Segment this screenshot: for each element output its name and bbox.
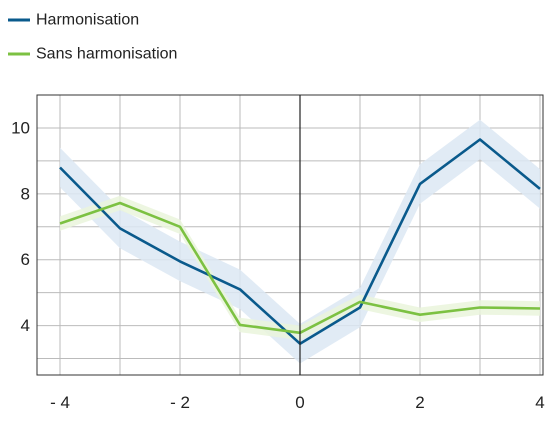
y-tick-label: 10 — [11, 118, 30, 137]
x-tick-label: 2 — [415, 393, 424, 412]
x-tick-label: - 4 — [50, 393, 70, 412]
series-band-1 — [60, 195, 540, 341]
legend-label-1: Sans harmonisation — [36, 46, 177, 63]
tick-labels: - 4 - 2 0 2 4 4 6 8 10 — [11, 118, 545, 412]
y-tick-label: 6 — [21, 250, 30, 269]
axes — [36, 94, 544, 376]
confidence-bands — [60, 119, 540, 364]
grid — [37, 95, 543, 375]
legend: Harmonisation Sans harmonisation — [8, 12, 177, 63]
x-tick-label: 0 — [295, 393, 304, 412]
series-band-0 — [60, 119, 540, 364]
y-tick-label: 8 — [21, 184, 30, 203]
x-tick-label: 4 — [535, 393, 544, 412]
plot-frame — [36, 94, 544, 376]
y-tick-label: 4 — [21, 316, 30, 335]
x-tick-label: - 2 — [170, 393, 190, 412]
legend-label-0: Harmonisation — [36, 12, 139, 29]
